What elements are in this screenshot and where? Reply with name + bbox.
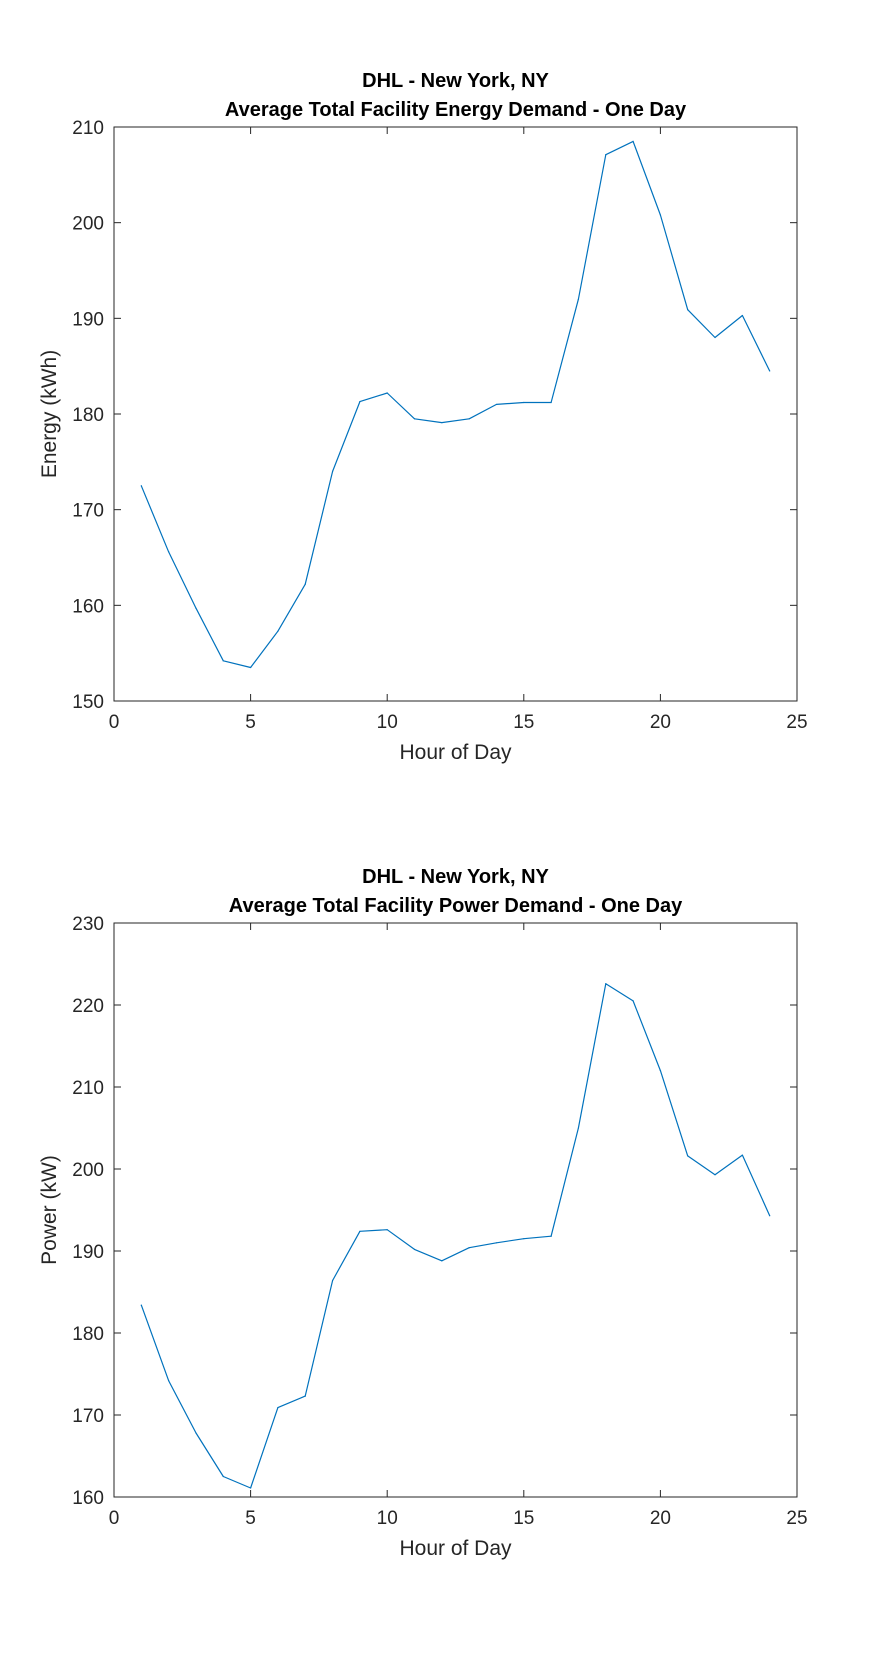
power-data-point <box>250 1487 252 1489</box>
energy-chart-subtitle: Average Total Facility Energy Demand - O… <box>225 99 687 121</box>
energy-data-point <box>468 418 470 420</box>
energy-data-point <box>413 418 416 420</box>
power-y-tick-label: 230 <box>72 914 104 935</box>
power-data-point <box>195 1432 197 1434</box>
power-y-tick-label: 170 <box>72 1406 104 1427</box>
power-data-point <box>331 1279 334 1282</box>
power-chart-title: DHL - New York, NY <box>362 866 549 888</box>
power-y-tick-label: 190 <box>72 1242 104 1263</box>
energy-data-point <box>741 314 743 317</box>
power-data-point <box>550 1235 552 1237</box>
energy-y-tick-label: 190 <box>72 309 104 330</box>
energy-data-point <box>222 660 224 662</box>
energy-x-tick-label: 20 <box>650 712 671 733</box>
power-axes-box <box>113 922 798 1498</box>
power-data-point <box>140 1304 142 1306</box>
power-data-point <box>468 1247 470 1249</box>
energy-data-point <box>659 214 662 216</box>
energy-data-point <box>441 422 443 424</box>
energy-data-point <box>495 403 498 406</box>
power-x-tick-label: 25 <box>786 1508 807 1529</box>
energy-data-point <box>304 583 306 585</box>
energy-data-point <box>523 401 525 404</box>
energy-data-point <box>140 485 142 487</box>
energy-y-tick-label: 200 <box>72 214 104 235</box>
energy-data-point <box>550 401 552 404</box>
energy-y-axis-label: Energy (kWh) <box>38 350 61 478</box>
power-data-point <box>714 1174 716 1176</box>
energy-axes-box <box>113 126 798 702</box>
power-data-point <box>441 1260 443 1262</box>
power-data-point <box>577 1127 580 1129</box>
power-data-point <box>523 1238 525 1240</box>
energy-x-tick-label: 15 <box>513 712 534 733</box>
energy-x-tick-label: 0 <box>109 712 120 733</box>
energy-x-tick-label: 25 <box>786 712 807 733</box>
power-x-tick-label: 15 <box>513 1508 534 1529</box>
power-data-point <box>741 1154 743 1156</box>
energy-data-point <box>687 309 689 311</box>
power-data-point <box>769 1215 771 1217</box>
power-chart-subtitle: Average Total Facility Power Demand - On… <box>229 895 683 917</box>
energy-series-line <box>140 140 771 669</box>
power-data-point <box>687 1155 689 1157</box>
power-x-tick-label: 20 <box>650 1508 671 1529</box>
energy-data-point <box>605 154 607 156</box>
power-x-axis-label: Hour of Day <box>399 1537 512 1560</box>
energy-x-tick-label: 5 <box>245 712 256 733</box>
energy-chart-title: DHL - New York, NY <box>362 70 549 92</box>
energy-y-tick-label: 180 <box>72 405 104 426</box>
power-data-point <box>277 1407 279 1409</box>
power-data-point <box>632 1000 634 1002</box>
energy-data-point <box>250 666 252 669</box>
energy-y-tick-label: 210 <box>72 118 104 139</box>
power-y-tick-label: 220 <box>72 996 104 1017</box>
energy-data-point <box>195 607 197 609</box>
power-y-tick-label: 210 <box>72 1078 104 1099</box>
energy-x-axis-label: Hour of Day <box>399 741 512 764</box>
power-data-point <box>605 983 607 985</box>
energy-data-point <box>632 140 634 142</box>
power-data-point <box>304 1395 306 1397</box>
energy-data-point <box>386 392 388 394</box>
energy-y-tick-label: 170 <box>72 501 104 522</box>
energy-data-point <box>577 298 580 300</box>
power-x-tick-label: 10 <box>377 1508 398 1529</box>
power-data-point <box>413 1248 416 1250</box>
energy-data-point <box>277 630 279 632</box>
power-y-axis-label: Power (kW) <box>38 1155 61 1265</box>
power-data-point <box>386 1229 388 1231</box>
power-data-point <box>222 1475 224 1478</box>
power-data-point <box>359 1230 361 1232</box>
power-data-point <box>168 1379 170 1382</box>
energy-x-tick-label: 10 <box>377 712 398 733</box>
power-chart: DHL - New York, NY Average Total Facility… <box>38 866 808 1560</box>
power-data-point <box>495 1242 498 1244</box>
power-y-tick-label: 180 <box>72 1324 104 1345</box>
power-y-tick-label: 200 <box>72 1160 104 1181</box>
energy-data-point <box>331 470 334 472</box>
power-x-tick-label: 0 <box>109 1508 120 1529</box>
energy-chart: DHL - New York, NY Average Total Facility… <box>38 70 808 764</box>
energy-data-point <box>714 336 716 339</box>
power-y-tick-label: 160 <box>72 1488 104 1509</box>
power-data-point <box>659 1070 662 1072</box>
energy-y-tick-label: 150 <box>72 692 104 713</box>
energy-data-point <box>359 400 361 403</box>
energy-data-point <box>769 370 771 372</box>
power-x-tick-label: 5 <box>245 1508 256 1529</box>
energy-data-point <box>168 551 170 553</box>
energy-y-tick-label: 160 <box>72 596 104 617</box>
power-series-line <box>140 983 771 1489</box>
